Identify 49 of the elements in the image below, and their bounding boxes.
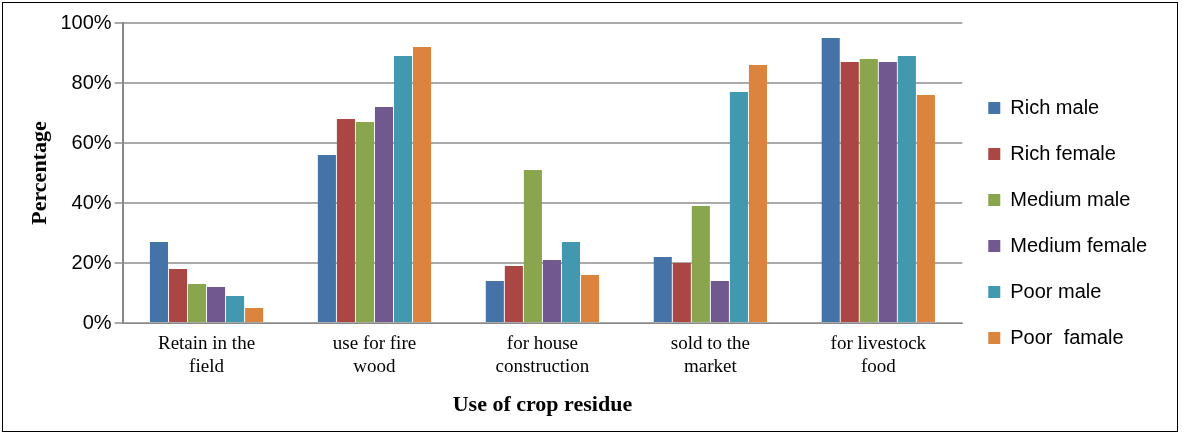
- bar: [840, 62, 859, 322]
- x-tick-label: for livestock food: [830, 332, 927, 377]
- bar: [710, 281, 729, 322]
- bar: [748, 65, 767, 322]
- y-tick-label: 0%: [82, 310, 112, 333]
- bar: [504, 266, 523, 322]
- y-tick-label: 100%: [60, 10, 112, 33]
- y-tick-label: 80%: [71, 70, 112, 93]
- bar: [245, 308, 264, 322]
- bar: [691, 206, 710, 322]
- bar: [355, 122, 374, 322]
- bar: [580, 275, 600, 322]
- bar: [413, 47, 432, 322]
- bar: [672, 263, 691, 322]
- y-tick-label: 40%: [71, 190, 112, 213]
- x-tick-label: use for fire wood: [332, 332, 417, 377]
- legend-label: Rich male: [1010, 95, 1100, 118]
- bar: [149, 242, 168, 322]
- bar: [821, 38, 840, 322]
- bar: [542, 260, 561, 322]
- bar: [523, 170, 542, 322]
- y-axis-title: Percentage: [25, 121, 51, 225]
- bar: [168, 269, 188, 322]
- legend-label: Medium male: [1010, 187, 1131, 210]
- legend-label: Rich female: [1010, 141, 1116, 164]
- legend-label: Poor male: [1010, 279, 1102, 302]
- bar: [878, 62, 897, 322]
- bar: [226, 296, 245, 322]
- bar: [207, 287, 226, 322]
- x-axis-title: Use of crop residue: [452, 391, 633, 417]
- x-tick-label: Retain in the field: [157, 332, 256, 377]
- y-tick-label: 20%: [71, 250, 112, 273]
- bar: [393, 56, 413, 322]
- x-tick-label: sold to the market: [670, 332, 750, 377]
- bar: [916, 95, 935, 322]
- bar: [317, 155, 336, 322]
- bar: [859, 59, 878, 322]
- bar: [653, 257, 672, 322]
- bar: [729, 92, 748, 322]
- bar: [336, 119, 355, 322]
- legend-label: Poor famale: [1010, 325, 1124, 348]
- legend-label: Medium female: [1010, 233, 1147, 256]
- bar: [485, 281, 504, 322]
- bar: [187, 284, 207, 322]
- bar: [374, 107, 394, 322]
- bar: [897, 56, 916, 322]
- x-tick-label: for house construction: [495, 332, 590, 377]
- y-tick-label: 60%: [71, 130, 112, 153]
- bar: [561, 242, 581, 322]
